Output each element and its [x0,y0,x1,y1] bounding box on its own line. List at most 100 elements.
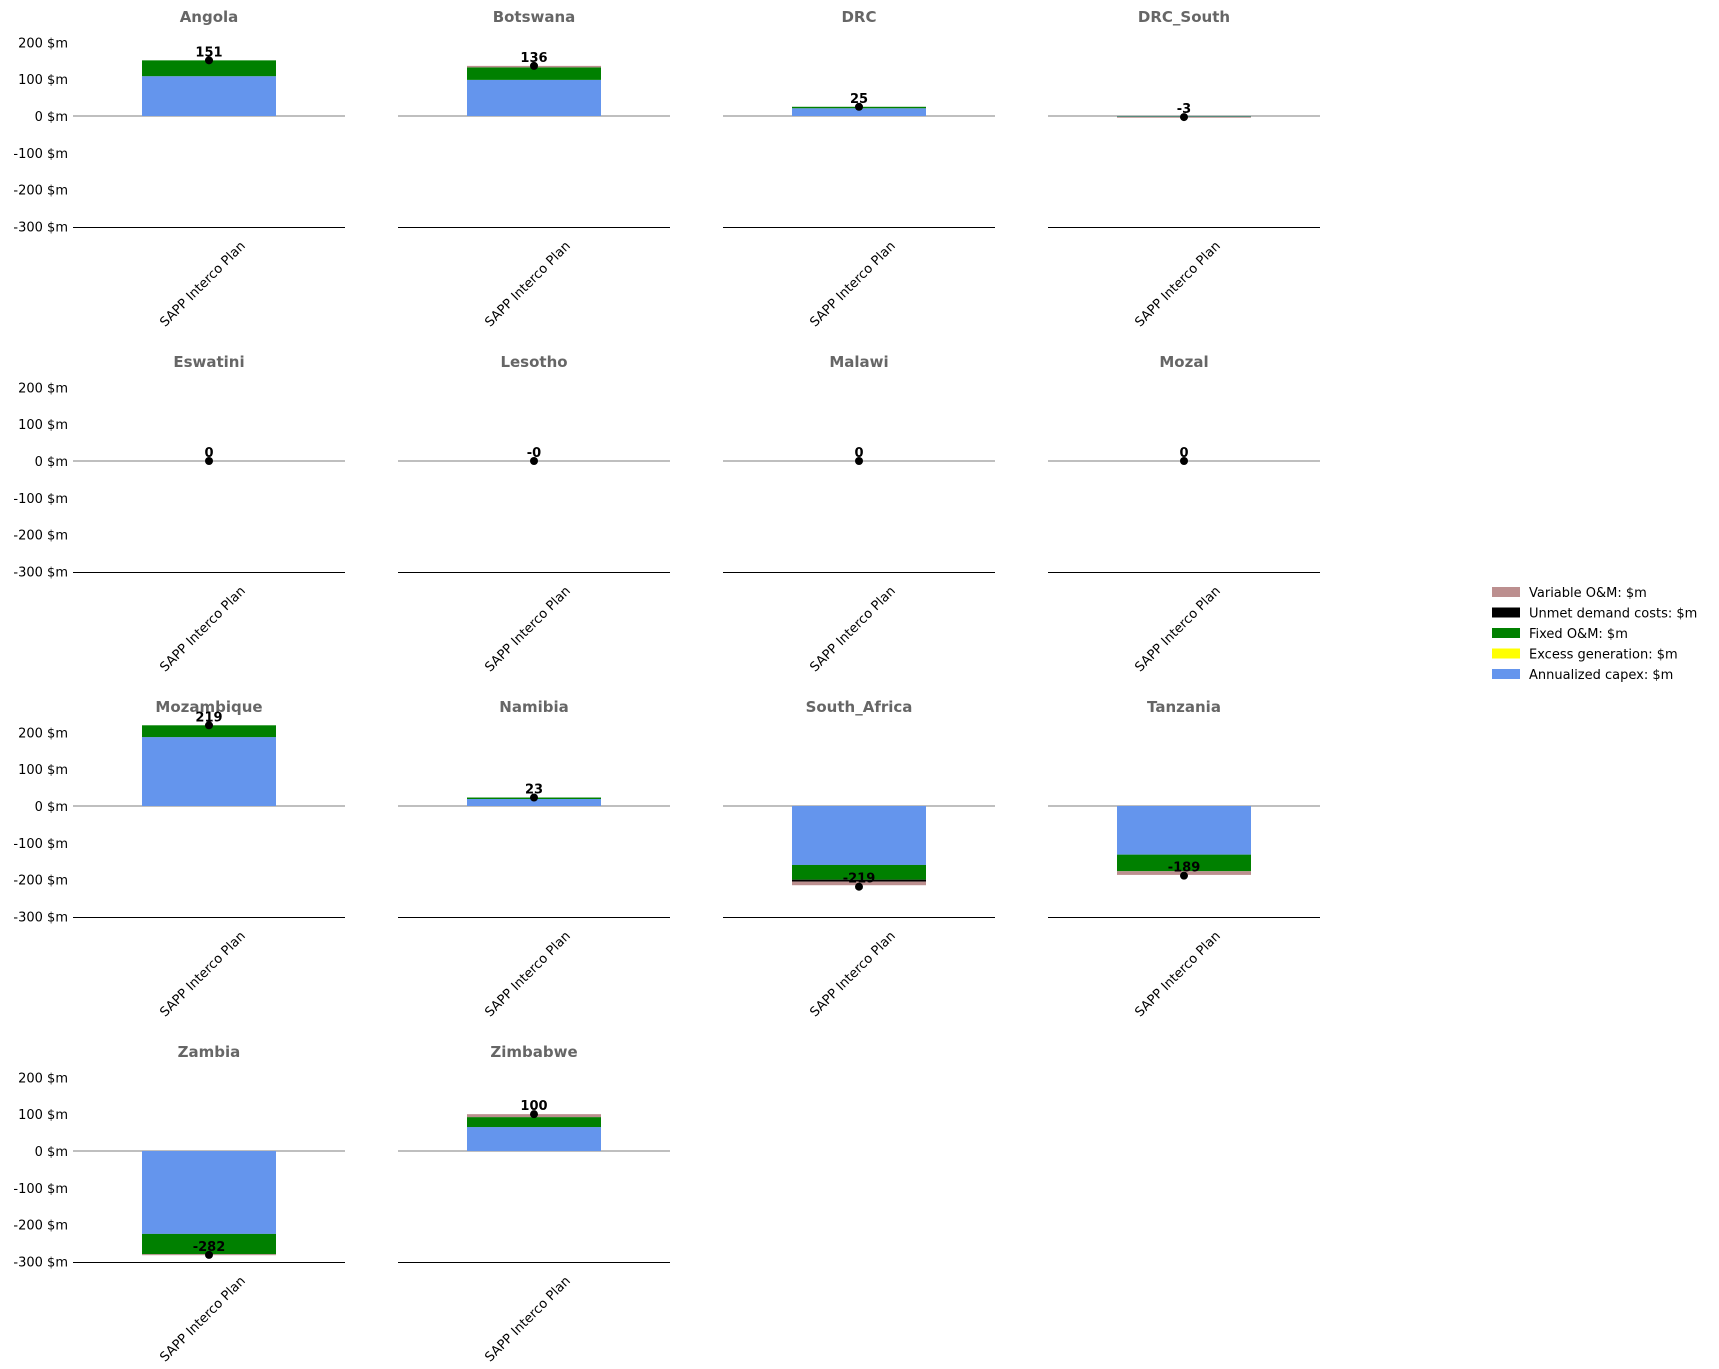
y-tick-label: 100 $m [18,763,68,778]
bar-segment-capex [467,79,601,116]
panel-title-drc-south: DRC_South [1138,8,1230,26]
y-tick-label: 200 $m [18,36,68,51]
total-label: -3 [1177,102,1191,117]
category-label: SAPP Interco Plan [482,929,573,1020]
legend-label-fixed: Fixed O&M: $m [1529,627,1628,642]
bar-segment-unmet [792,879,926,882]
bar-segment-capex [142,737,276,806]
y-tick-label: 100 $m [18,1108,68,1123]
bar-segment-fixed [142,1233,276,1255]
y-tick-label: 200 $m [18,381,68,396]
bar-segment-capex [1117,806,1251,855]
y-tick-label: -200 $m [13,874,68,889]
total-marker [205,721,213,730]
total-marker [1180,113,1188,122]
total-label: 0 [1179,446,1188,461]
category-label: SAPP Interco Plan [157,239,248,330]
bar-segment-capex [792,806,926,865]
y-tick-label: -300 $m [13,221,68,236]
bar-segment-capex [792,108,926,116]
total-marker [855,882,863,891]
category-label: SAPP Interco Plan [1132,584,1223,675]
panel-title-mozambique: Mozambique [155,698,262,716]
total-marker [855,102,863,111]
panel-title-zambia: Zambia [178,1043,241,1061]
category-label: SAPP Interco Plan [807,929,898,1020]
bar-segment-fixed [142,725,276,738]
panel-title-angola: Angola [180,8,239,26]
total-marker [530,793,538,802]
y-tick-label: 0 $m [35,1145,68,1160]
total-label: 136 [520,51,547,66]
bar-segment-fixed [792,864,926,880]
y-tick-label: 100 $m [18,418,68,433]
y-tick-label: -200 $m [13,1219,68,1234]
category-label: SAPP Interco Plan [807,239,898,330]
panel-title-eswatini: Eswatini [173,353,244,371]
category-label: SAPP Interco Plan [157,1274,248,1365]
y-tick-label: -200 $m [13,529,68,544]
bar-segment-capex [142,76,276,116]
total-marker [205,56,213,65]
y-tick-label: 200 $m [18,1071,68,1086]
legend-label-excess: Excess generation: $m [1529,648,1678,663]
bar-segment-fixed [467,1117,601,1128]
total-label: 100 [520,1099,547,1114]
y-tick-label: -300 $m [13,566,68,581]
total-label: -219 [843,872,876,887]
category-label: SAPP Interco Plan [157,929,248,1020]
total-label: 25 [850,92,868,107]
panel-title-malawi: Malawi [829,353,888,371]
category-label: SAPP Interco Plan [482,239,573,330]
y-tick-label: -300 $m [13,1256,68,1271]
bar-segment-fixed [467,67,601,80]
total-marker [1180,871,1188,880]
total-label: 151 [195,45,222,60]
total-label: -282 [193,1240,226,1255]
legend-swatch-fixed [1492,628,1520,638]
legend-swatch-capex [1492,669,1520,679]
total-label: 0 [854,446,863,461]
y-tick-label: -200 $m [13,184,68,199]
category-label: SAPP Interco Plan [807,584,898,675]
panel-title-namibia: Namibia [499,698,568,716]
y-tick-label: 0 $m [35,455,68,470]
legend-swatch-variable [1492,587,1520,597]
total-marker [530,457,538,465]
total-label: 219 [195,710,222,725]
total-label: -0 [527,446,541,461]
total-marker [205,1250,213,1259]
total-marker [1180,457,1188,465]
bar-segment-capex [467,1127,601,1151]
bar-segment-capex [142,1151,276,1234]
bar-segment-fixed [1117,854,1251,872]
panel-title-mozal: Mozal [1159,353,1208,371]
total-marker [855,457,863,465]
panel-title-botswana: Botswana [493,8,576,26]
y-tick-label: -100 $m [13,837,68,852]
panel-title-lesotho: Lesotho [500,353,567,371]
y-tick-label: 200 $m [18,726,68,741]
category-label: SAPP Interco Plan [1132,929,1223,1020]
total-marker [530,61,538,70]
total-marker [205,457,213,465]
y-tick-label: 0 $m [35,800,68,815]
y-tick-label: 100 $m [18,73,68,88]
panel-title-south-africa: South_Africa [806,698,913,716]
y-tick-label: 0 $m [35,110,68,125]
legend-swatch-unmet [1492,607,1520,618]
y-tick-label: -300 $m [13,911,68,926]
total-label: 0 [204,446,213,461]
y-tick-label: -100 $m [13,147,68,162]
bar-segment-fixed [142,60,276,77]
total-label: 23 [525,783,543,798]
bar-segment-capex [467,798,601,806]
y-tick-label: -100 $m [13,1182,68,1197]
panel-title-tanzania: Tanzania [1147,698,1221,716]
legend-label-variable: Variable O&M: $m [1529,586,1647,601]
legend-label-unmet: Unmet demand costs: $m [1529,607,1697,622]
category-label: SAPP Interco Plan [482,584,573,675]
category-label: SAPP Interco Plan [1132,239,1223,330]
legend-swatch-excess [1492,648,1520,659]
category-label: SAPP Interco Plan [157,584,248,675]
